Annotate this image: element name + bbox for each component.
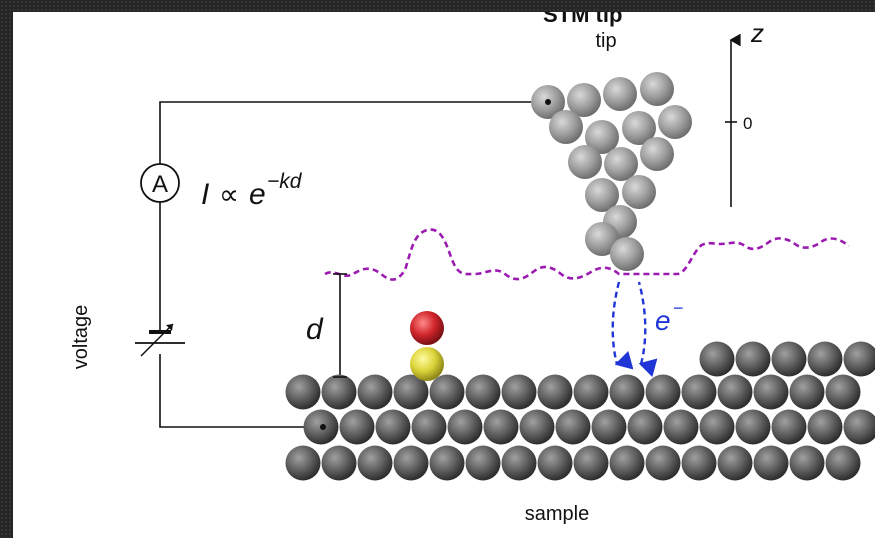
sample-atom (483, 409, 519, 445)
sample-atom (681, 374, 717, 410)
sample-atom (807, 409, 843, 445)
tip-atoms (531, 72, 692, 271)
tip-atom (610, 237, 644, 271)
sample-atom (411, 409, 447, 445)
tip-atom (640, 72, 674, 106)
sample-atom (825, 374, 861, 410)
tip-atom (622, 111, 656, 145)
tip-atom (658, 105, 692, 139)
sample-atom (681, 445, 717, 481)
sample-atom (501, 374, 537, 410)
exponent: −kd (267, 170, 303, 193)
tunneling-current-formula: I ∝ e −kd (201, 170, 303, 211)
sample-atom (429, 374, 465, 410)
sample-atom (357, 374, 393, 410)
tip-atom (604, 147, 638, 181)
battery-symbol (135, 323, 185, 357)
wavefunction-curve (324, 228, 850, 281)
partial-title: STM tip (543, 12, 623, 27)
sample-atom (609, 445, 645, 481)
sample-atom (771, 409, 807, 445)
tip-atom (603, 77, 637, 111)
stm-diagram-panel: STM tip (13, 12, 875, 538)
tip-atom (568, 145, 602, 179)
sample-step-atom (807, 341, 843, 377)
sample-atom (501, 445, 537, 481)
tip-atom (622, 175, 656, 209)
sample-atom (717, 445, 753, 481)
ammeter: A (140, 163, 180, 203)
adsorbate-bottom-atom (410, 347, 444, 381)
voltage-label: voltage (70, 305, 92, 370)
sample-atom (591, 409, 627, 445)
adsorbate-top-atom (410, 311, 444, 345)
z-zero-tick: 0 (743, 114, 752, 133)
sample-contact-dot (320, 424, 326, 430)
sample-label: sample (525, 503, 589, 525)
sample-atom (285, 445, 321, 481)
sample-atom (393, 374, 429, 410)
sample-atom (645, 374, 681, 410)
tip-atom (567, 83, 601, 117)
sample-atom (789, 445, 825, 481)
tip-atom (585, 222, 619, 256)
sample-atom (843, 409, 875, 445)
sample-atom (375, 409, 411, 445)
sample-atom (321, 445, 357, 481)
sample-atom (393, 445, 429, 481)
gap-distance: d (306, 273, 347, 378)
tip-atom (549, 110, 583, 144)
sample-atom (609, 374, 645, 410)
sample-atom (447, 409, 483, 445)
electron-charge: − (673, 298, 684, 318)
sample-step-atom (699, 341, 735, 377)
stm-diagram: A I ∝ e −kd voltage z 0 tip (70, 18, 875, 525)
sample-atom (789, 374, 825, 410)
sample-atom (573, 445, 609, 481)
tunneling-arrows (611, 281, 658, 378)
sample-atom (465, 445, 501, 481)
distance-label: d (306, 313, 324, 346)
sample-atom (555, 409, 591, 445)
tip-atom (585, 178, 619, 212)
current-symbol: I (201, 178, 209, 211)
sample-atom (321, 374, 357, 410)
sample-atom (465, 374, 501, 410)
sample-atom (735, 409, 771, 445)
tip-atom (585, 120, 619, 154)
sample-atom (519, 409, 555, 445)
exp-base: e (249, 178, 266, 211)
sample-atom (429, 445, 465, 481)
sample-lattice (285, 341, 875, 481)
sample-atom (339, 409, 375, 445)
sample-atom (753, 374, 789, 410)
tip-atom (640, 137, 674, 171)
circuit-wires (159, 101, 548, 428)
tip-contact-dot (545, 99, 551, 105)
sample-atom (537, 445, 573, 481)
sample-step-atom (771, 341, 807, 377)
sample-atom (663, 409, 699, 445)
sample-atom (537, 374, 573, 410)
sample-atom (627, 409, 663, 445)
sample-atom (699, 409, 735, 445)
proportional-symbol: ∝ (219, 179, 239, 210)
sample-atom (717, 374, 753, 410)
svg-text:A: A (152, 171, 168, 198)
sample-atom (285, 374, 321, 410)
sample-atom (825, 445, 861, 481)
z-axis-label: z (750, 18, 764, 48)
sample-step-atom (735, 341, 771, 377)
sample-atom (645, 445, 681, 481)
z-axis: z 0 (725, 18, 764, 207)
adsorbate-molecule (410, 311, 444, 381)
sample-step-atom (843, 341, 875, 377)
sample-atom (357, 445, 393, 481)
electron-label: e (655, 305, 671, 336)
sample-atom (753, 445, 789, 481)
sample-atom (573, 374, 609, 410)
tip-label: tip (595, 30, 616, 52)
